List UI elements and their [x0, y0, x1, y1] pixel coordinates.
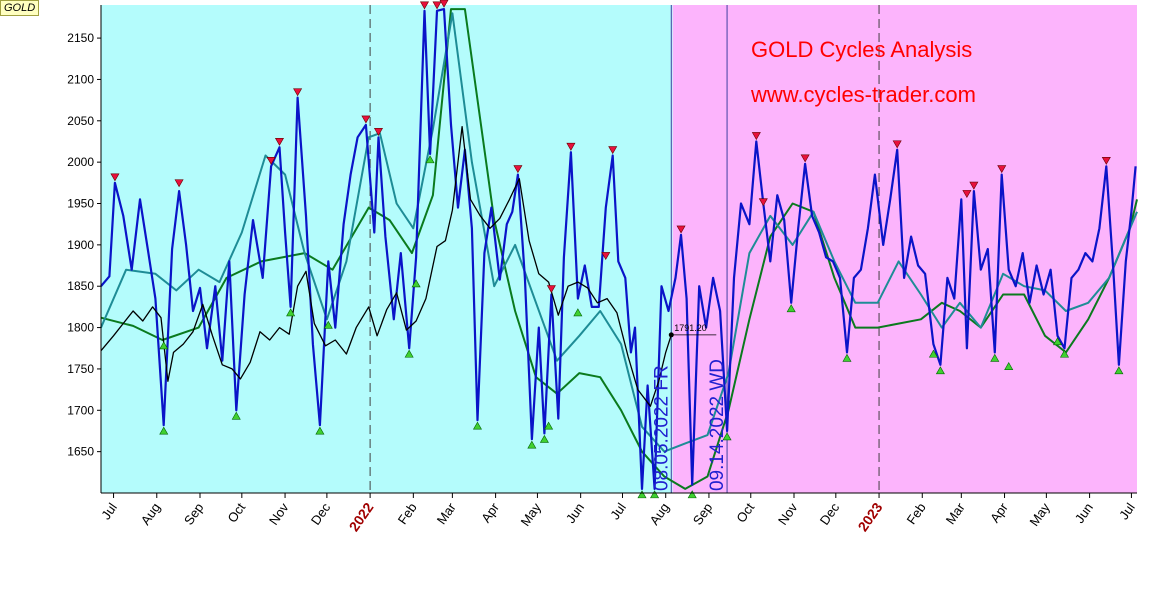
cycle-bottom-marker: [544, 421, 554, 430]
x-tick-label: Jul: [98, 500, 120, 522]
cycle-bottom-marker: [411, 279, 421, 288]
cycle-top-marker: [892, 140, 902, 149]
x-tick-label: Dec: [308, 500, 334, 528]
cycle-top-marker: [751, 132, 761, 141]
cycle-teal-series-line: [100, 12, 1138, 453]
cycle-bottom-marker: [159, 426, 169, 435]
y-tick-label: 2050: [67, 114, 94, 128]
x-tick-label: Aug: [647, 500, 673, 528]
cycle-top-marker: [361, 115, 371, 124]
cycle-top-marker: [266, 156, 276, 165]
cycle-bottom-marker: [323, 320, 333, 329]
y-tick-label: 1750: [67, 362, 94, 376]
y-tick-label: 2150: [67, 31, 94, 45]
projection-background: [672, 5, 1137, 493]
chart-subtitle: www.cycles-trader.com: [750, 82, 976, 107]
x-tick-label: Oct: [224, 500, 248, 525]
cycle-bottom-marker: [286, 308, 296, 317]
x-tick-label: May: [1026, 500, 1053, 529]
cycle-bottom-marker: [539, 434, 549, 443]
x-tick-label: May: [518, 500, 545, 529]
x-tick-label: Sep: [181, 500, 207, 528]
x-tick-label: Oct: [733, 500, 757, 525]
cycle-bottom-marker: [935, 366, 945, 375]
y-tick-label: 1800: [67, 321, 94, 335]
cycle-top-marker: [274, 137, 284, 146]
cycle-bottom-marker: [637, 490, 647, 499]
cycle-top-marker: [601, 252, 611, 261]
cycle-bottom-marker: [1053, 337, 1063, 346]
cycle-top-marker: [1101, 156, 1111, 165]
cycle-bottom-marker: [472, 421, 482, 430]
cycle-bottom-marker: [425, 155, 435, 164]
cycle-top-marker: [419, 1, 430, 10]
cycle-top-marker: [962, 190, 972, 198]
x-tick-label: Dec: [817, 500, 843, 528]
x-tick-label: Feb: [395, 500, 420, 527]
y-tick-label: 2100: [67, 72, 94, 86]
cycle-bottom-marker: [928, 349, 938, 358]
cycle-bottom-marker: [687, 490, 697, 499]
cycle-top-marker: [432, 1, 442, 10]
cycle-top-marker: [758, 198, 768, 207]
x-year-label: 2023: [855, 499, 886, 534]
x-year-label: 2022: [346, 499, 377, 534]
cycle-top-marker: [546, 285, 556, 294]
cycle-top-marker: [513, 165, 523, 174]
x-tick-label: Mar: [943, 500, 969, 527]
cycle-top-marker: [997, 165, 1007, 174]
cycle-top-marker: [969, 181, 979, 190]
x-tick-label: Sep: [690, 500, 716, 528]
x-tick-label: Jun: [1072, 500, 1096, 526]
x-tick-label: Aug: [138, 500, 164, 528]
cycle-bottom-marker: [1059, 349, 1070, 358]
y-tick-label: 1900: [67, 238, 94, 252]
price-series-line: [100, 125, 672, 407]
y-tick-label: 1700: [67, 403, 94, 417]
cycle-bottom-marker: [842, 353, 852, 362]
date-marker-label: 08.05.2022 FR: [651, 365, 672, 491]
chart-title: GOLD Cycles Analysis: [751, 37, 972, 62]
cycle-top-marker: [566, 142, 576, 151]
x-tick-label: Feb: [904, 500, 929, 527]
cycle-bottom-marker: [1004, 362, 1014, 370]
x-tick-label: Nov: [266, 500, 292, 528]
cycle-bottom-marker: [315, 426, 325, 435]
y-tick-label: 2000: [67, 155, 94, 169]
x-tick-label: Nov: [775, 500, 801, 528]
y-tick-label: 1950: [67, 197, 94, 211]
cycle-bottom-marker: [404, 349, 414, 358]
x-tick-label: Apr: [478, 500, 502, 526]
x-tick-label: Jul: [607, 500, 629, 522]
cycle-top-marker: [373, 128, 383, 136]
cycle-top-marker: [293, 88, 303, 97]
cycle-bottom-marker: [722, 432, 732, 441]
cycle-top-marker: [800, 154, 810, 163]
cycle-bottom-marker: [1114, 366, 1124, 375]
x-tick-label: Mar: [434, 500, 460, 527]
last-price-label: 1791.20: [674, 323, 707, 333]
cycle-bottom-marker: [231, 411, 241, 420]
cycle-top-marker: [110, 173, 120, 182]
y-tick-label: 1650: [67, 445, 94, 459]
cycle-bottom-marker: [573, 308, 583, 317]
cycle-top-marker: [174, 179, 184, 188]
cycle-bottom-marker: [650, 490, 660, 499]
symbol-badge: GOLD: [0, 0, 40, 16]
cycle-bottom-marker: [527, 440, 537, 449]
cycle-bottom-marker: [786, 304, 796, 313]
cycle-top-marker: [676, 225, 686, 234]
date-marker-label: 09.14.2022 WD: [707, 359, 728, 491]
cycle-bottom-marker: [990, 353, 1000, 362]
cycle-top-marker: [439, 0, 449, 8]
cycle-bottom-marker: [159, 341, 169, 350]
x-tick-label: Jul: [1116, 500, 1138, 522]
composite-series-line: [100, 8, 1137, 490]
cycle-top-marker: [608, 146, 618, 155]
y-tick-label: 1850: [67, 279, 94, 293]
x-tick-label: Jun: [563, 500, 587, 526]
x-tick-label: Apr: [987, 500, 1011, 526]
